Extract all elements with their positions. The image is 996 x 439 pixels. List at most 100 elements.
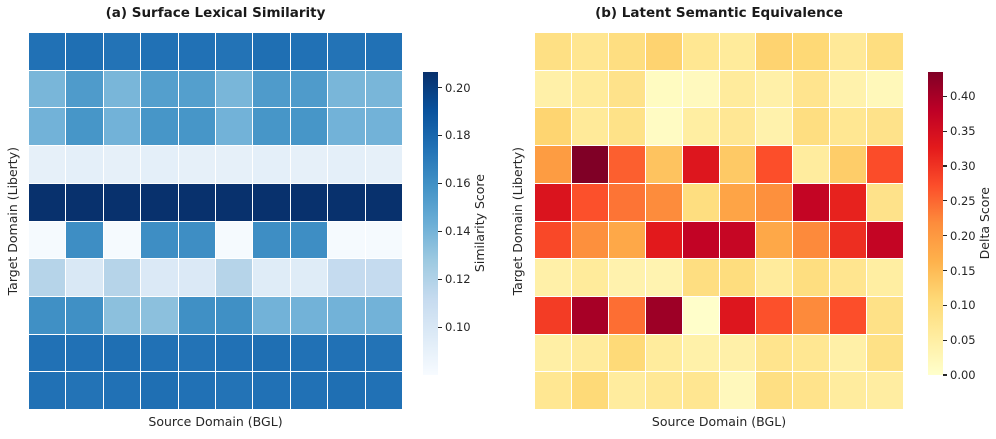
colorbar-tick: 0.12	[438, 272, 471, 286]
heatmap-cell	[216, 334, 253, 372]
heatmap-cell	[328, 259, 365, 296]
heatmap-cell	[178, 221, 215, 259]
colorbar-tick-mark	[943, 165, 947, 167]
heatmap-cell	[793, 70, 830, 108]
heatmap-cell	[328, 33, 365, 70]
heatmap-cell	[29, 146, 66, 183]
heatmap-cell	[830, 372, 867, 409]
heatmap-cell	[535, 108, 571, 146]
heatmap-cell	[29, 33, 66, 70]
heatmap-cell	[756, 70, 793, 108]
heatmap-cell	[365, 70, 402, 108]
heatmap-cell	[141, 33, 178, 70]
heatmap-cell	[645, 334, 682, 372]
heatmap-cell	[571, 296, 608, 334]
panel-b-colorbar-label: Delta Score	[974, 72, 994, 375]
heatmap-cell	[103, 183, 141, 221]
heatmap-cell	[290, 108, 328, 146]
heatmap-cell	[253, 334, 290, 372]
panel-a-colorbar-label: Similarity Score	[469, 72, 489, 375]
colorbar-tick-label: 0.25	[950, 193, 976, 208]
heatmap-cell	[756, 33, 793, 70]
heatmap-cell	[29, 259, 66, 296]
heatmap-cell	[290, 33, 328, 70]
colorbar-tick-mark	[943, 374, 947, 376]
heatmap-cell	[141, 146, 178, 183]
heatmap-cell	[66, 33, 103, 70]
heatmap-cell	[608, 296, 645, 334]
heatmap-cell	[830, 108, 867, 146]
heatmap-cell	[178, 70, 215, 108]
heatmap-cell	[645, 372, 682, 409]
heatmap-cell	[290, 183, 328, 221]
heatmap-cell	[719, 70, 756, 108]
heatmap-cell	[571, 372, 608, 409]
heatmap-cell	[328, 183, 365, 221]
heatmap-cell	[830, 70, 867, 108]
heatmap-cell	[571, 259, 608, 296]
heatmap-cell	[793, 33, 830, 70]
colorbar-tick: 0.30	[943, 159, 976, 173]
heatmap-cell	[719, 334, 756, 372]
heatmap-cell	[719, 33, 756, 70]
heatmap-cell	[608, 372, 645, 409]
colorbar-tick: 0.20	[943, 229, 976, 243]
heatmap-cell	[216, 146, 253, 183]
heatmap-cell	[793, 183, 830, 221]
heatmap-cell	[830, 33, 867, 70]
colorbar-tick-mark	[943, 95, 947, 97]
heatmap-cell	[103, 334, 141, 372]
panel-a-xlabel: Source Domain (BGL)	[148, 414, 283, 429]
heatmap-cell	[645, 183, 682, 221]
heatmap-cell	[29, 296, 66, 334]
heatmap-cell	[756, 296, 793, 334]
colorbar-tick-label: 0.15	[950, 263, 976, 278]
heatmap-cell	[141, 221, 178, 259]
heatmap-cell	[608, 259, 645, 296]
panel-b-colorbar	[928, 72, 943, 375]
panel-a-colorbar-ticks: 0.20 0.18 0.16 0.14 0.12 0.10	[438, 72, 480, 375]
heatmap-cell	[103, 221, 141, 259]
heatmap-cell	[719, 183, 756, 221]
heatmap-cell	[141, 334, 178, 372]
heatmap-cell	[793, 108, 830, 146]
heatmap-cell	[682, 334, 719, 372]
heatmap-cell	[66, 372, 103, 409]
colorbar-tick-label: 0.10	[950, 298, 976, 313]
panel-a-colorbar	[423, 72, 438, 375]
colorbar-tick-mark	[438, 230, 442, 232]
heatmap-cell	[682, 221, 719, 259]
heatmap-cell	[216, 372, 253, 409]
heatmap-cell	[535, 296, 571, 334]
heatmap-cell	[66, 296, 103, 334]
heatmap-cell	[66, 259, 103, 296]
heatmap-cell	[253, 183, 290, 221]
colorbar-tick-label: 0.05	[950, 333, 976, 348]
colorbar-tick-label: 0.30	[950, 159, 976, 174]
heatmap-cell	[103, 259, 141, 296]
colorbar-tick: 0.15	[943, 264, 976, 278]
panel-b-colorbar-ticks: 0.40 0.35 0.30 0.25 0.20 0.15 0.10 0.05 0.00	[943, 72, 985, 382]
heatmap-cell	[290, 296, 328, 334]
heatmap-cell	[141, 296, 178, 334]
heatmap-cell	[66, 70, 103, 108]
panel-b-heatmap	[535, 33, 903, 409]
heatmap-cell	[178, 296, 215, 334]
heatmap-cell	[682, 183, 719, 221]
colorbar-tick: 0.20	[438, 81, 471, 95]
heatmap-cell	[328, 108, 365, 146]
heatmap-cell	[645, 259, 682, 296]
heatmap-cell	[103, 146, 141, 183]
heatmap-cell	[756, 183, 793, 221]
colorbar-tick-mark	[943, 269, 947, 272]
heatmap-cell	[178, 259, 215, 296]
heatmap-cell	[141, 372, 178, 409]
heatmap-cell	[571, 33, 608, 70]
heatmap-cell	[645, 296, 682, 334]
heatmap-cell	[867, 259, 903, 296]
heatmap-cell	[216, 183, 253, 221]
heatmap-cell	[328, 334, 365, 372]
heatmap-cell	[682, 33, 719, 70]
heatmap-cell	[178, 334, 215, 372]
heatmap-cell	[608, 108, 645, 146]
